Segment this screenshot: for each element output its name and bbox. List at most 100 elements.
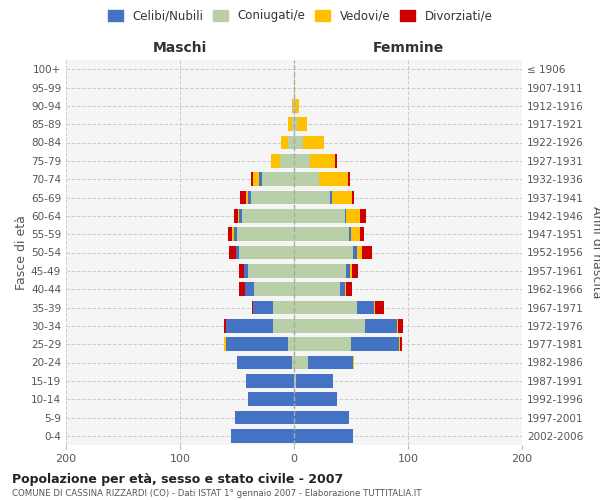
Bar	[293, 99, 294, 112]
Bar	[239, 209, 242, 222]
Bar	[294, 429, 353, 442]
Bar	[280, 154, 294, 168]
Bar	[289, 338, 294, 351]
Bar	[335, 154, 337, 168]
Text: COMUNE DI CASSINA RIZZARDI (CO) - Dati ISTAT 1° gennaio 2007 - Elaborazione TUTT: COMUNE DI CASSINA RIZZARDI (CO) - Dati I…	[12, 489, 421, 498]
Bar	[246, 374, 294, 388]
Bar	[236, 246, 239, 260]
Bar	[239, 246, 294, 260]
Bar	[232, 228, 233, 241]
Bar	[252, 300, 253, 314]
Bar	[292, 118, 294, 131]
Bar	[238, 209, 239, 222]
Bar	[308, 356, 353, 370]
Bar	[319, 172, 347, 186]
Bar	[294, 356, 308, 370]
Text: Popolazione per età, sesso e stato civile - 2007: Popolazione per età, sesso e stato civil…	[12, 472, 343, 486]
Legend: Celibi/Nubili, Coniugati/e, Vedovi/e, Divorziati/e: Celibi/Nubili, Coniugati/e, Vedovi/e, Di…	[104, 6, 496, 26]
Bar	[281, 136, 289, 149]
Bar	[340, 282, 346, 296]
Bar	[294, 99, 295, 112]
Bar	[248, 190, 251, 204]
Bar	[356, 246, 362, 260]
Bar	[294, 338, 351, 351]
Bar	[397, 319, 398, 332]
Bar	[294, 118, 298, 131]
Bar	[237, 228, 294, 241]
Bar	[398, 319, 403, 332]
Bar	[271, 154, 280, 168]
Bar	[242, 209, 294, 222]
Text: Femmine: Femmine	[373, 40, 443, 54]
Bar	[294, 392, 337, 406]
Bar	[353, 356, 355, 370]
Bar	[294, 264, 346, 278]
Bar	[232, 429, 294, 442]
Bar	[331, 190, 332, 204]
Bar	[251, 172, 253, 186]
Bar	[350, 264, 352, 278]
Bar	[235, 410, 294, 424]
Bar	[245, 282, 254, 296]
Bar	[253, 300, 274, 314]
Bar	[352, 190, 355, 204]
Y-axis label: Fasce di età: Fasce di età	[15, 215, 28, 290]
Bar	[294, 410, 349, 424]
Bar	[349, 228, 351, 241]
Bar	[251, 190, 294, 204]
Bar	[248, 264, 294, 278]
Bar	[296, 374, 333, 388]
Bar	[274, 300, 294, 314]
Bar	[233, 209, 238, 222]
Bar	[353, 246, 357, 260]
Bar	[294, 319, 365, 332]
Bar	[224, 319, 226, 332]
Bar	[253, 172, 259, 186]
Bar	[259, 172, 262, 186]
Bar	[239, 282, 245, 296]
Bar	[294, 172, 319, 186]
Bar	[248, 392, 294, 406]
Bar	[274, 319, 294, 332]
Bar	[352, 264, 358, 278]
Bar	[295, 99, 299, 112]
Bar	[294, 228, 349, 241]
Bar	[346, 264, 350, 278]
Bar	[294, 300, 356, 314]
Bar	[374, 300, 375, 314]
Bar	[292, 99, 293, 112]
Text: Maschi: Maschi	[153, 40, 207, 54]
Bar	[237, 356, 292, 370]
Bar	[310, 154, 335, 168]
Bar	[294, 136, 303, 149]
Bar	[294, 190, 331, 204]
Bar	[294, 154, 310, 168]
Bar	[228, 228, 232, 241]
Bar	[241, 190, 246, 204]
Bar	[226, 319, 274, 332]
Bar	[246, 190, 248, 204]
Bar	[294, 80, 295, 94]
Bar	[224, 338, 226, 351]
Bar	[244, 264, 248, 278]
Bar	[400, 338, 402, 351]
Bar	[356, 300, 374, 314]
Bar	[289, 118, 292, 131]
Y-axis label: Anni di nascita: Anni di nascita	[590, 206, 600, 298]
Bar	[262, 172, 294, 186]
Bar	[360, 228, 364, 241]
Bar	[399, 338, 400, 351]
Bar	[294, 374, 296, 388]
Bar	[346, 209, 360, 222]
Bar	[360, 209, 366, 222]
Bar	[294, 209, 346, 222]
Bar	[298, 118, 307, 131]
Bar	[226, 338, 289, 351]
Bar	[375, 300, 384, 314]
Bar	[365, 319, 397, 332]
Bar	[351, 228, 360, 241]
Bar	[294, 246, 353, 260]
Bar	[332, 190, 352, 204]
Bar	[233, 228, 237, 241]
Bar	[347, 172, 350, 186]
